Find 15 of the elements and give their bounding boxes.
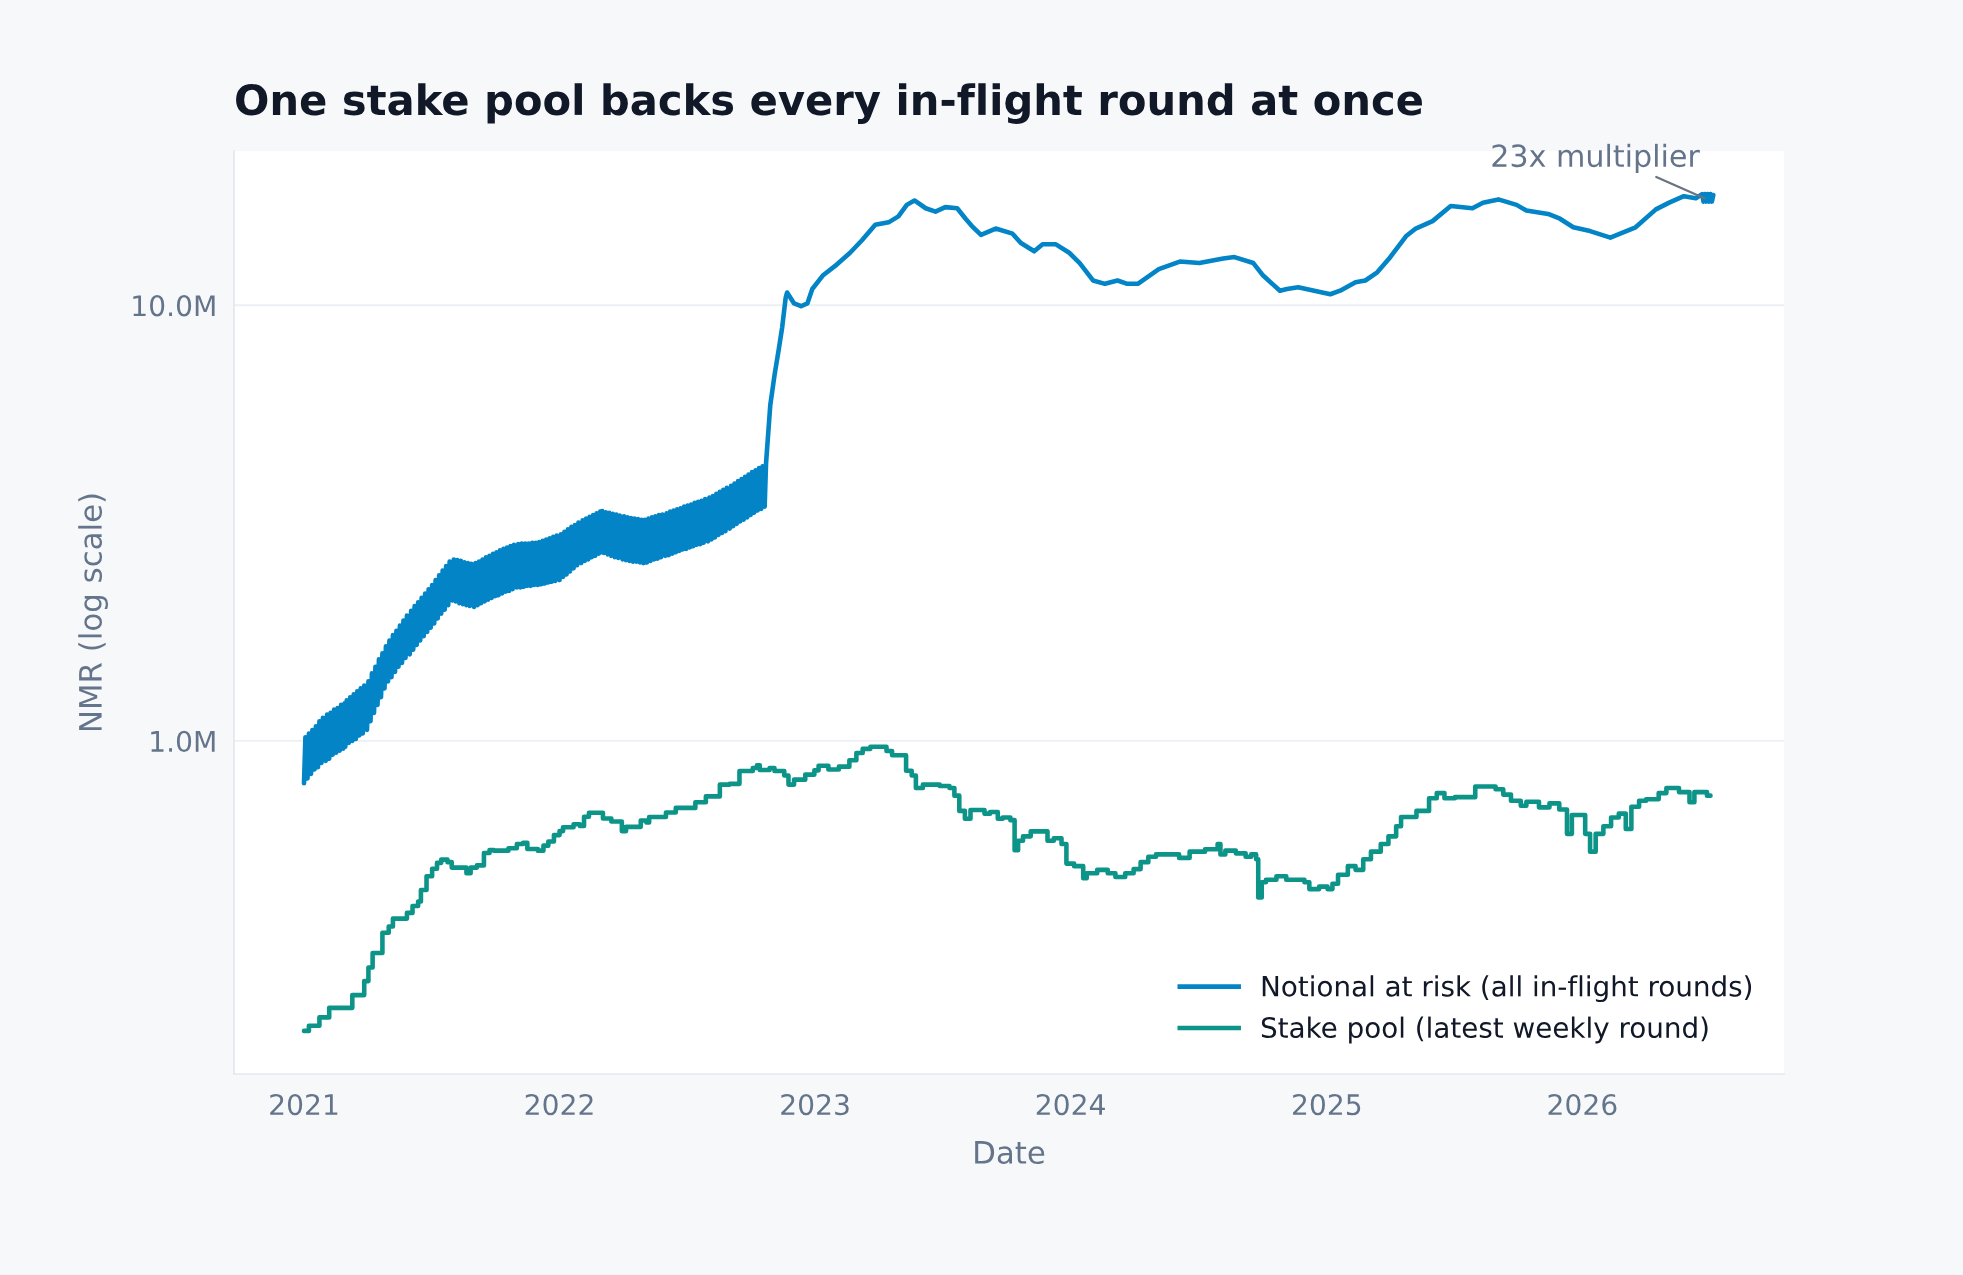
x-tick-label: 2022	[525, 1093, 593, 1116]
x-tick-label: 2024	[1036, 1093, 1105, 1116]
x-tick-label: 2026	[1548, 1093, 1617, 1116]
x-tick-label: 2021	[270, 1093, 338, 1116]
legend-label: Notional at risk (all in-flight rounds)	[1262, 975, 1752, 1003]
chart-title: One stake pool backs every in-flight round at once	[236, 83, 1422, 124]
line-series	[301, 191, 1716, 786]
annotation: 23x multiplier	[1492, 143, 1700, 173]
y-tick-label: 1.0M	[151, 730, 215, 753]
x-tick-label: 2023	[781, 1093, 849, 1116]
x-axis-title: Date	[975, 1141, 1045, 1165]
legend-label: Stake pool (latest weekly round)	[1261, 1016, 1708, 1044]
y-axis-title: NMR (log scale)	[78, 494, 109, 731]
y-tick-label: 10.0M	[133, 295, 215, 317]
x-tick-label: 2025	[1293, 1093, 1361, 1116]
